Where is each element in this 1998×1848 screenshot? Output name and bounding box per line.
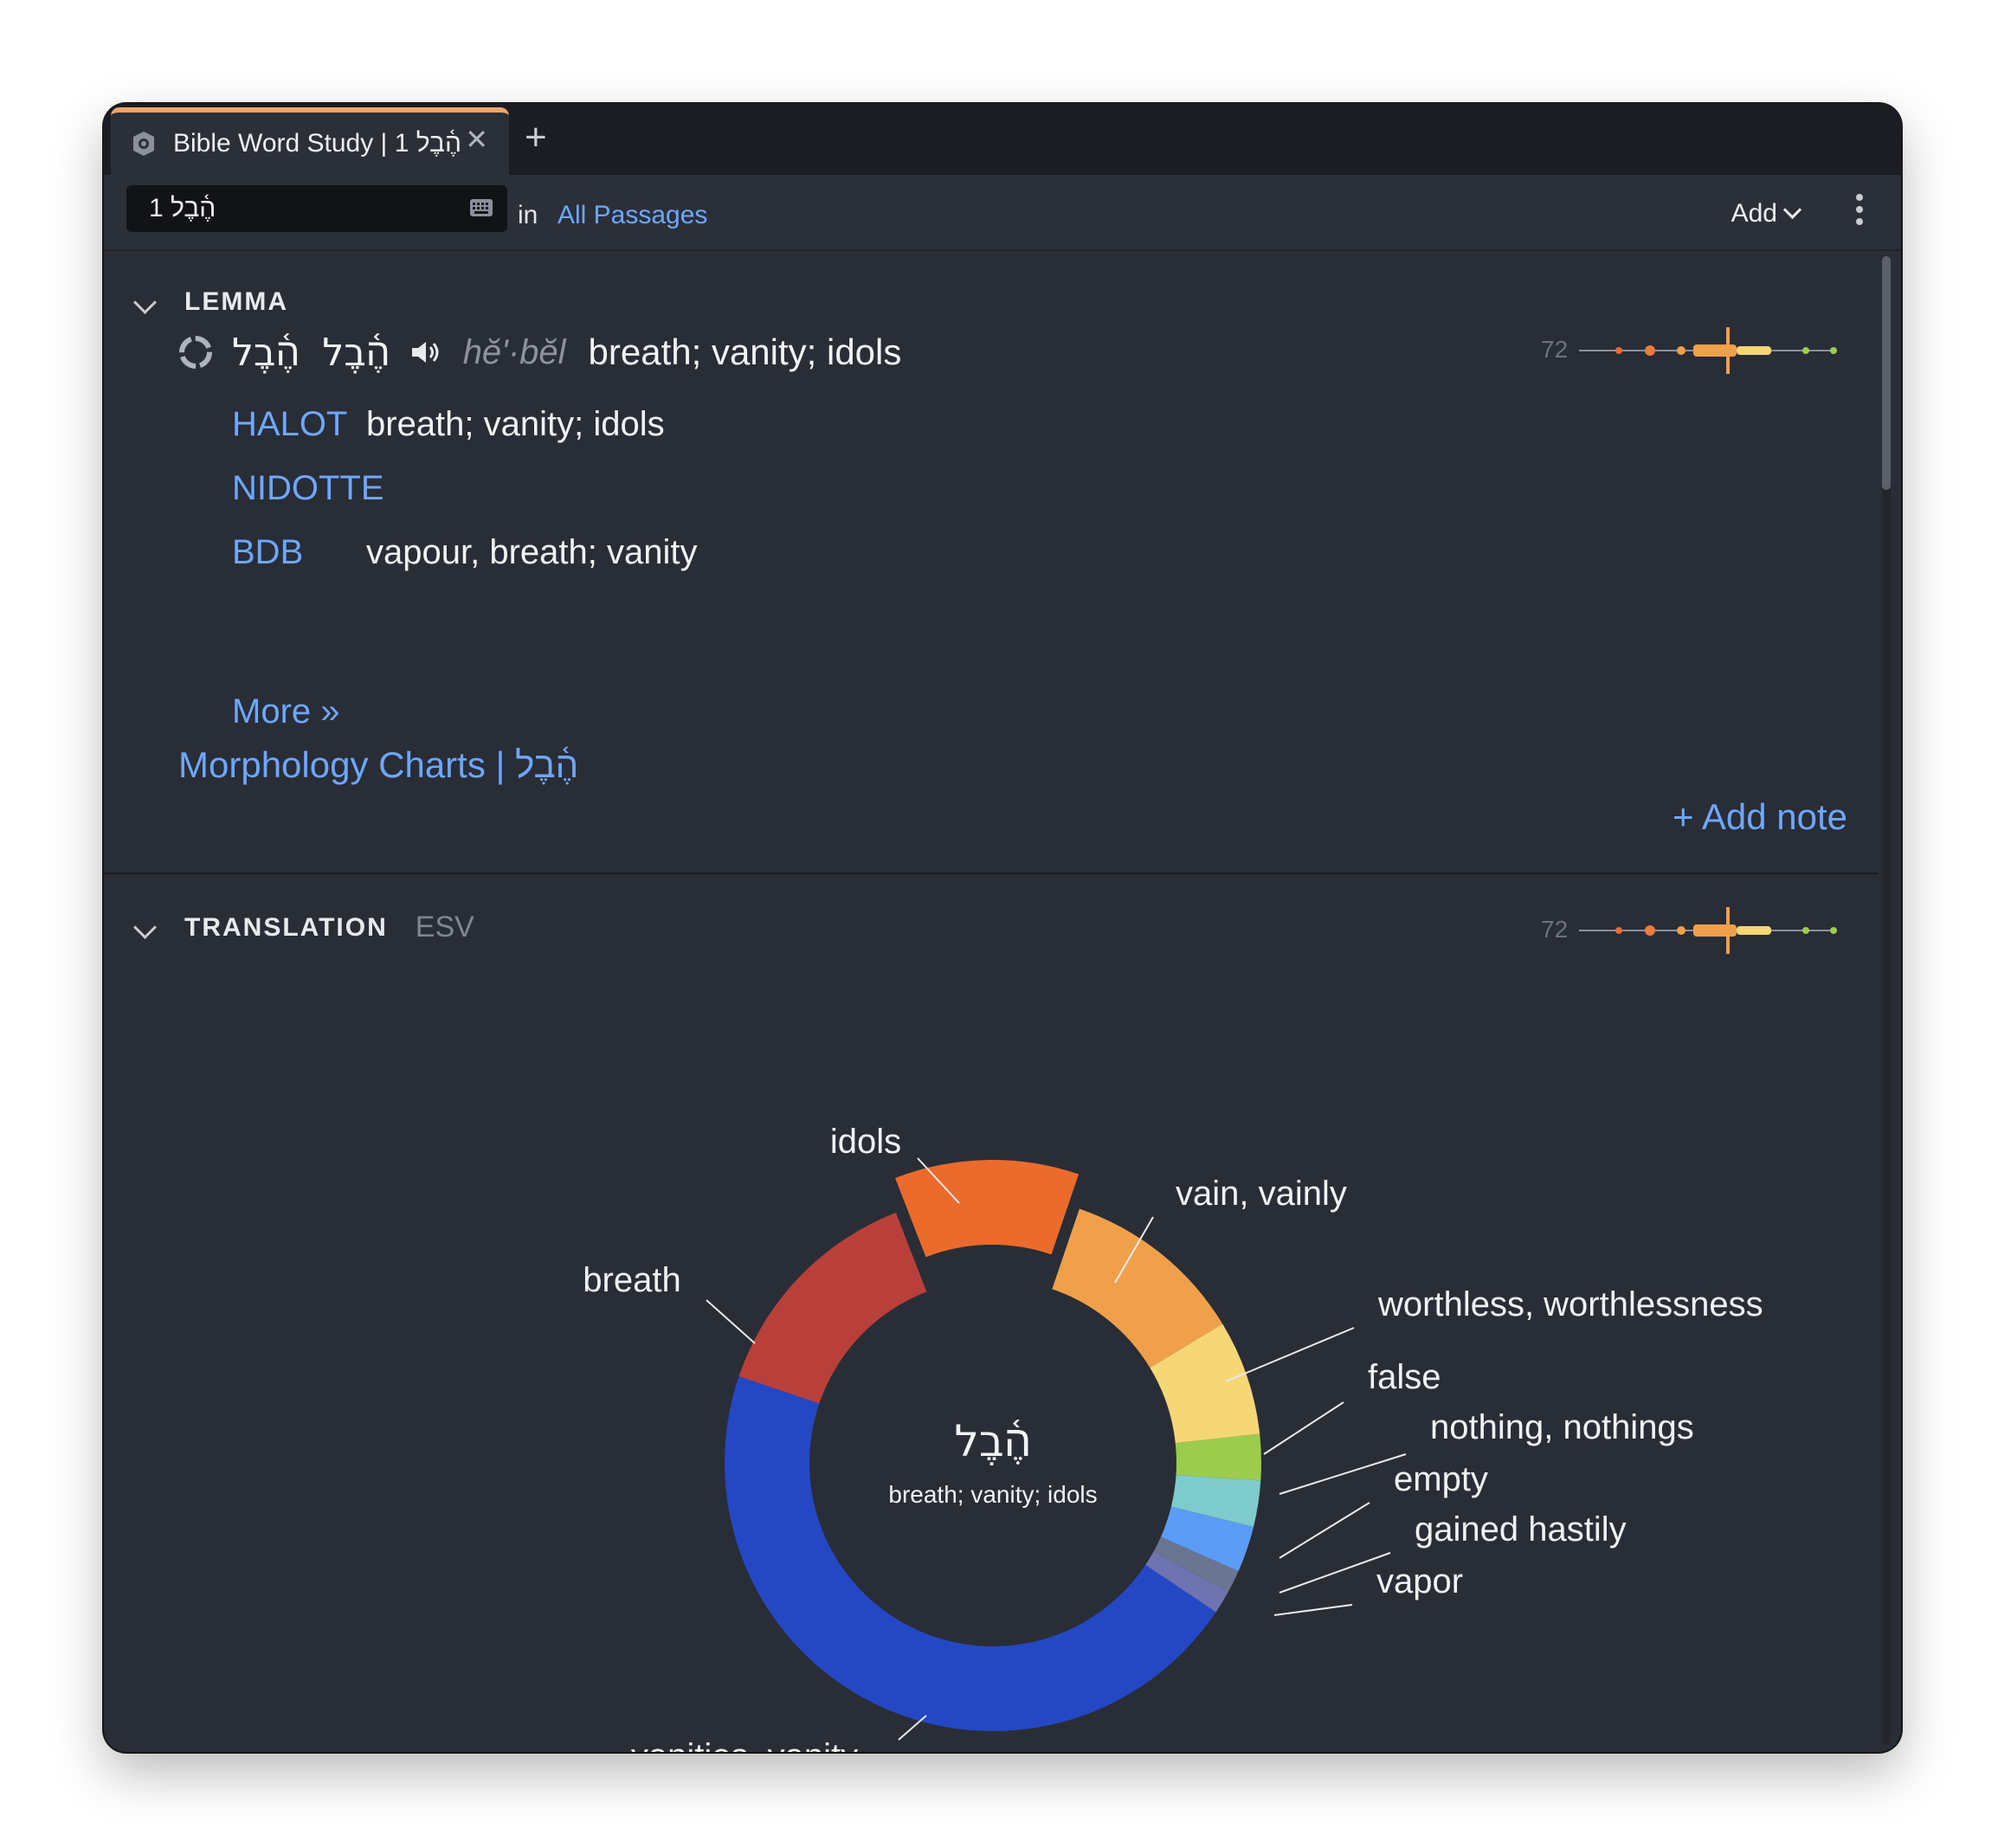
donut-leader-line (898, 1715, 927, 1741)
donut-slice-nothing-nothings[interactable] (1170, 1475, 1261, 1527)
search-value: 1 הֶ֫בֶל (149, 194, 216, 222)
chevron-down-icon (1782, 200, 1802, 220)
donut-slice-breath[interactable] (738, 1212, 927, 1404)
donut-leader-line (706, 1299, 756, 1344)
lemma-hebrew[interactable]: הֶ֫בֶל (232, 330, 300, 375)
donut-leader-line (1114, 1216, 1154, 1284)
donut-leader-line (1273, 1604, 1353, 1616)
section-divider (104, 872, 1879, 874)
donut-slice-vain-vainly[interactable] (1052, 1208, 1223, 1368)
donut-slice-false[interactable] (1175, 1433, 1261, 1481)
donut-leader-line (1279, 1502, 1370, 1559)
lemma-circle-icon[interactable] (177, 333, 215, 371)
donut-leader-line (917, 1157, 960, 1204)
add-note-button[interactable]: + Add note (1672, 796, 1847, 837)
donut-label[interactable]: nothing, nothings (1430, 1408, 1694, 1446)
donut-slice-vapor[interactable] (1145, 1551, 1228, 1613)
lexicon-source-nidotte[interactable]: NIDOTTE (232, 468, 384, 507)
tab-bible-word-study[interactable]: Bible Word Study | 1 הֶ֫בֶל ✕ (111, 107, 509, 175)
translation-section-header[interactable]: TRANSLATION ESV (128, 911, 474, 944)
more-options-icon[interactable] (1856, 194, 1863, 230)
content-area: LEMMA הֶ֫בֶל הֶ֫בֶל hĕʹ·bĕl breath; vani… (104, 251, 1879, 1752)
keyboard-icon[interactable] (469, 198, 493, 217)
add-menu-button[interactable]: Add (1731, 199, 1802, 229)
lemma-distribution-sparkline[interactable]: 72 (1541, 320, 1837, 381)
lemma-heading: LEMMA (184, 287, 288, 316)
add-menu-label: Add (1731, 199, 1777, 228)
donut-slice-empty[interactable] (1160, 1506, 1254, 1572)
donut-label[interactable]: idols (830, 1123, 901, 1161)
more-lexicons-link[interactable]: More » (232, 692, 340, 731)
morphology-charts-link[interactable]: Morphology Charts | הֶ֫בֶל (178, 744, 579, 785)
donut-label[interactable]: breath (583, 1261, 680, 1299)
lemma-section-header[interactable]: LEMMA (128, 287, 288, 317)
lemma-count: 72 (1541, 336, 1569, 363)
donut-leader-line (1225, 1327, 1355, 1382)
donut-label[interactable]: vanities, vanity (631, 1737, 858, 1752)
in-label: in (518, 201, 538, 229)
translation-count: 72 (1541, 916, 1569, 943)
lexicon-source-halot[interactable]: HALOT (232, 404, 348, 443)
close-tab-icon[interactable]: ✕ (465, 124, 488, 155)
lexicon-source-bdb[interactable]: BDB (232, 532, 304, 571)
lemma-row: הֶ֫בֶל הֶ֫בֶל hĕʹ·bĕl breath; vanity; id… (177, 322, 901, 383)
bible-word-study-window: Bible Word Study | 1 הֶ֫בֶל ✕ + 1 הֶ֫בֶל… (104, 104, 1901, 1752)
donut-slice-worthless-worthlessness[interactable] (1150, 1323, 1260, 1444)
transliteration: hĕʹ·bĕl (462, 332, 566, 371)
donut-label[interactable]: vain, vainly (1176, 1175, 1347, 1213)
donut-leader-line (1263, 1401, 1344, 1455)
lemma-gloss: breath; vanity; idols (588, 332, 902, 372)
donut-slice-idols[interactable] (895, 1160, 1080, 1258)
speaker-icon[interactable] (409, 338, 441, 366)
scrollbar[interactable] (1882, 256, 1891, 1745)
tab-bar: Bible Word Study | 1 הֶ֫בֶל ✕ + (104, 104, 1901, 175)
donut-leader-line (1279, 1453, 1407, 1495)
translation-donut-chart: הֶ֫בֶל breath; vanity; idols idols vain, … (583, 1123, 1763, 1752)
translation-version[interactable]: ESV (415, 911, 474, 943)
donut-label[interactable]: worthless, worthlessness (1377, 1285, 1763, 1323)
chart-center-gloss: breath; vanity; idols (888, 1481, 1097, 1508)
scope-link[interactable]: All Passages (558, 201, 708, 229)
chart-center-word: הֶ֫בֶל (954, 1416, 1031, 1466)
new-tab-button[interactable]: + (525, 116, 547, 158)
translation-distribution-sparkline[interactable]: 72 (1541, 900, 1837, 961)
logos-app-icon (133, 132, 154, 156)
lexicon-row-halot: HALOT breath; vanity; idols (232, 398, 665, 450)
lexicon-row-nidotte: NIDOTTE (232, 462, 384, 514)
lexicon-row-bdb: BDB vapour, breath; vanity (232, 526, 697, 578)
donut-label[interactable]: gained hastily (1415, 1510, 1627, 1549)
lemma-hebrew-pointed: הֶ֫בֶל (322, 330, 390, 375)
sparkline-graphic (1579, 907, 1837, 954)
lexicon-text-bdb: vapour, breath; vanity (366, 532, 698, 571)
donut-slice-gained-hastily[interactable] (1153, 1536, 1239, 1593)
search-input[interactable]: 1 הֶ֫בֶל (126, 185, 507, 232)
scrollbar-thumb[interactable] (1882, 256, 1891, 490)
sparkline-graphic (1579, 327, 1837, 374)
donut-leader-line (1279, 1552, 1391, 1594)
tab-title: Bible Word Study | 1 הֶ֫בֶל (173, 129, 461, 158)
translation-heading: TRANSLATION (184, 912, 388, 942)
donut-label[interactable]: vapor (1376, 1562, 1463, 1600)
lexicon-text-halot: breath; vanity; idols (366, 404, 665, 443)
donut-slice-vanities-vanity[interactable] (724, 1376, 1216, 1732)
toolbar: 1 הֶ֫בֶל in All Passages Add (104, 175, 1901, 251)
donut-label[interactable]: false (1368, 1358, 1441, 1396)
donut-label[interactable]: empty (1394, 1460, 1488, 1498)
